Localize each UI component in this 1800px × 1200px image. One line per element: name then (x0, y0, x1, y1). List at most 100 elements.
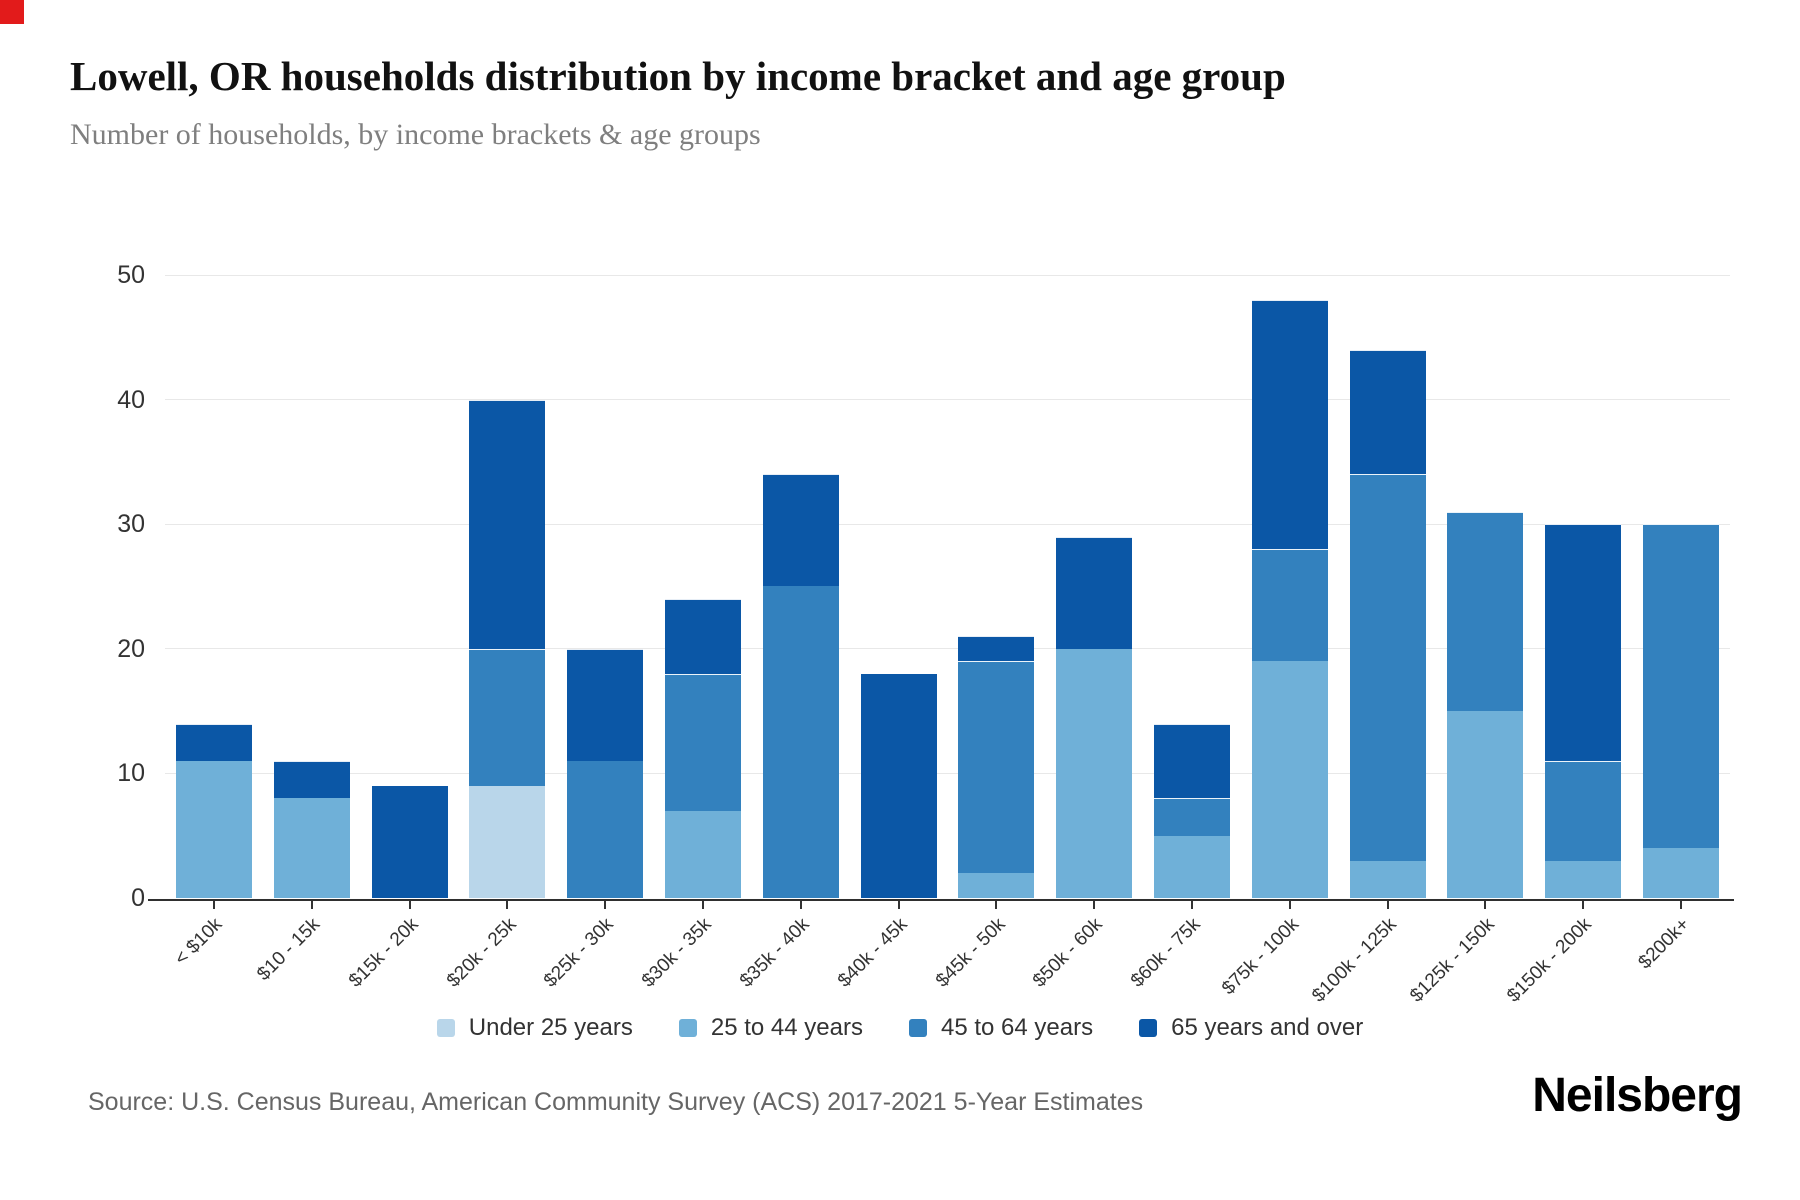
x-tick-label-$20k - 25k: $20k - 25k (442, 914, 521, 992)
bar-segment-25 to 44 years[interactable] (1056, 648, 1133, 898)
x-tick-label-$10 - 15k: $10 - 15k (253, 914, 325, 985)
bar-segment-45 to 64 years[interactable] (762, 586, 839, 898)
bar-$35k - 40k[interactable] (762, 474, 839, 898)
gridline-30 (165, 523, 1730, 525)
x-tick-$35k - 40k (799, 901, 802, 909)
x-tick-$20k - 25k (506, 901, 509, 909)
bar-< $10k[interactable] (175, 723, 252, 898)
bar-$150k - 200k[interactable] (1545, 524, 1622, 898)
legend-item-25 to 44 years[interactable]: 25 to 44 years (678, 1014, 863, 1042)
x-tick-$200k+ (1680, 901, 1683, 909)
bar-segment-25 to 44 years[interactable] (1251, 661, 1328, 898)
y-tick-label-40: 40 (117, 385, 145, 414)
bar-segment-25 to 44 years[interactable] (175, 760, 252, 898)
bar-segment-Under 25 years[interactable] (469, 785, 546, 898)
corner-marker (0, 0, 24, 24)
bar-segment-65 years and over[interactable] (1056, 536, 1133, 649)
x-tick-label-$35k - 40k: $35k - 40k (736, 914, 814, 992)
bar-$100k - 125k[interactable] (1349, 349, 1426, 898)
bar-segment-65 years and over[interactable] (860, 673, 937, 898)
bar-segment-65 years and over[interactable] (567, 648, 644, 761)
legend-item-65 years and over[interactable]: 65 years and over (1139, 1014, 1363, 1042)
brand-logo: Neilsberg (1532, 1069, 1743, 1122)
bar-segment-45 to 64 years[interactable] (1545, 760, 1622, 861)
bar-segment-45 to 64 years[interactable] (1154, 798, 1231, 836)
bar-segment-45 to 64 years[interactable] (664, 673, 741, 811)
bar-segment-65 years and over[interactable] (1251, 299, 1328, 550)
legend-swatch-icon (678, 1019, 697, 1037)
bar-$20k - 25k[interactable] (469, 399, 546, 898)
bar-segment-65 years and over[interactable] (1349, 349, 1426, 475)
bar-$40k - 45k[interactable] (860, 673, 937, 898)
bar-$75k - 100k[interactable] (1251, 299, 1328, 898)
x-tick-label-< $10k: < $10k (171, 914, 227, 970)
y-tick-label-20: 20 (117, 634, 145, 663)
x-tick-$125k - 150k (1484, 901, 1487, 909)
bar-segment-25 to 44 years[interactable] (1154, 835, 1231, 898)
y-tick-label-10: 10 (117, 759, 145, 788)
x-tick-$50k - 60k (1093, 901, 1096, 909)
x-tick-label-$150k - 200k: $150k - 200k (1503, 914, 1597, 1007)
x-tick-$150k - 200k (1582, 901, 1585, 909)
bar-segment-65 years and over[interactable] (958, 636, 1035, 662)
bar-segment-25 to 44 years[interactable] (958, 873, 1035, 898)
bar-segment-25 to 44 years[interactable] (1643, 848, 1720, 898)
gridline-40 (165, 399, 1730, 401)
bar-segment-25 to 44 years[interactable] (1545, 860, 1622, 898)
bar-segment-65 years and over[interactable] (762, 474, 839, 587)
x-tick-label-$200k+: $200k+ (1634, 914, 1694, 974)
gridline-10 (165, 772, 1730, 774)
bar-segment-65 years and over[interactable] (469, 399, 546, 649)
x-tick-$10 - 15k (310, 901, 313, 909)
legend-item-Under 25 years[interactable]: Under 25 years (436, 1014, 633, 1042)
chart-title: Lowell, OR households distribution by in… (70, 53, 1286, 99)
bar-segment-45 to 64 years[interactable] (567, 760, 644, 898)
bar-segment-45 to 64 years[interactable] (469, 648, 546, 786)
bar-segment-45 to 64 years[interactable] (958, 661, 1035, 874)
bar-segment-65 years and over[interactable] (273, 760, 350, 799)
bar-$60k - 75k[interactable] (1154, 723, 1231, 898)
bar-$10 - 15k[interactable] (273, 760, 350, 898)
x-tick-label-$40k - 45k: $40k - 45k (833, 914, 912, 992)
x-tick-$25k - 30k (604, 901, 607, 909)
bar-segment-25 to 44 years[interactable] (273, 798, 350, 898)
legend-label: 25 to 44 years (710, 1014, 863, 1041)
x-tick-$40k - 45k (897, 901, 900, 909)
bar-segment-45 to 64 years[interactable] (1643, 524, 1720, 849)
bar-segment-45 to 64 years[interactable] (1447, 511, 1524, 712)
bar-$200k+[interactable] (1643, 524, 1720, 898)
legend-label: 45 to 64 years (940, 1014, 1094, 1041)
bar-segment-45 to 64 years[interactable] (1251, 549, 1328, 662)
bar-segment-25 to 44 years[interactable] (664, 810, 741, 898)
bar-segment-65 years and over[interactable] (664, 598, 741, 674)
legend-label: 65 years and over (1171, 1014, 1364, 1041)
bar-$50k - 60k[interactable] (1056, 536, 1133, 898)
bar-segment-65 years and over[interactable] (1545, 524, 1622, 761)
x-tick-$15k - 20k (408, 901, 411, 909)
bar-segment-65 years and over[interactable] (175, 723, 252, 761)
legend-label: Under 25 years (468, 1014, 633, 1041)
bar-$45k - 50k[interactable] (958, 636, 1035, 898)
x-tick-label-$45k - 50k: $45k - 50k (931, 914, 1010, 992)
bar-$125k - 150k[interactable] (1447, 511, 1524, 898)
y-tick-label-0: 0 (131, 884, 145, 912)
x-tick-$75k - 100k (1288, 901, 1291, 909)
bar-$25k - 30k[interactable] (567, 648, 644, 898)
y-tick-label-30: 30 (117, 510, 145, 539)
x-tick-$60k - 75k (1191, 901, 1194, 909)
bar-$30k - 35k[interactable] (664, 598, 741, 898)
bar-segment-65 years and over[interactable] (1154, 723, 1231, 799)
legend-item-45 to 64 years[interactable]: 45 to 64 years (908, 1014, 1094, 1042)
x-tick-$100k - 125k (1386, 901, 1389, 909)
x-tick-label-$100k - 125k: $100k - 125k (1307, 914, 1401, 1007)
x-tick-label-$60k - 75k: $60k - 75k (1127, 914, 1205, 992)
bar-$15k - 20k[interactable] (371, 785, 448, 898)
bar-segment-65 years and over[interactable] (371, 785, 448, 898)
x-tick-label-$125k - 150k: $125k - 150k (1405, 914, 1499, 1007)
bar-segment-45 to 64 years[interactable] (1349, 474, 1426, 861)
x-tick-label-$50k - 60k: $50k - 60k (1029, 914, 1108, 992)
bar-segment-25 to 44 years[interactable] (1349, 860, 1426, 898)
x-tick-$45k - 50k (995, 901, 998, 909)
bar-segment-25 to 44 years[interactable] (1447, 711, 1524, 898)
